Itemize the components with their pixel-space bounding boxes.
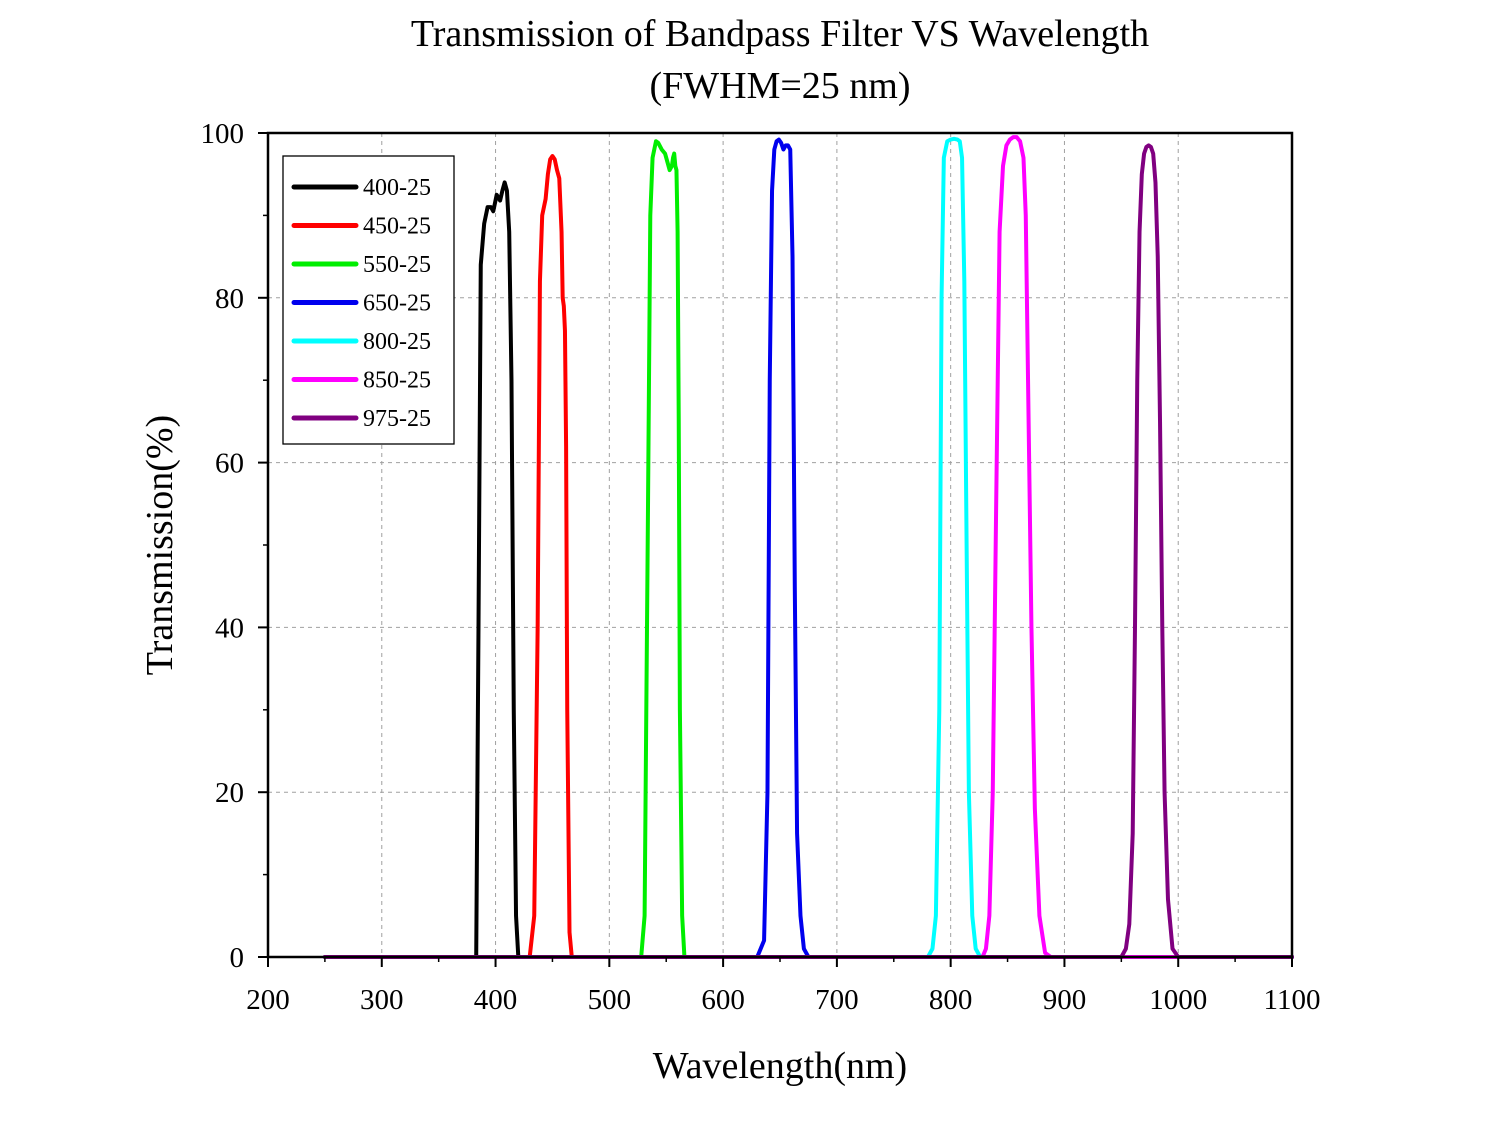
x-tick-label: 500	[588, 984, 632, 1016]
chart-title: Transmission of Bandpass Filter VS Wavel…	[411, 13, 1149, 55]
x-tick-label: 600	[701, 984, 745, 1016]
axis-ticks: 200 300 400 500 600 700 800 900 1000 1100 0 20 40 60 8…	[201, 118, 1321, 1016]
series-line-400-25	[322, 180, 1294, 959]
y-tick-label: 20	[215, 777, 244, 809]
x-axis-label: Wavelength(nm)	[653, 1045, 907, 1087]
x-tick-label: 1100	[1264, 984, 1321, 1016]
x-tick-label: 200	[246, 984, 290, 1016]
x-tick-label: 1000	[1149, 984, 1207, 1016]
y-tick-label: 60	[215, 448, 244, 480]
legend: 400-25 450-25 550-25 650-25 800-25 850-25 975-…	[282, 155, 455, 445]
x-tick-label: 900	[1043, 984, 1087, 1016]
legend-label: 850-25	[363, 368, 431, 394]
series-line-650-25	[322, 137, 1294, 959]
series-line-800-25	[322, 136, 1294, 959]
series-layer	[322, 135, 1294, 959]
y-tick-label: 100	[201, 118, 245, 150]
legend-label: 650-25	[363, 291, 431, 317]
series-line-850-25	[322, 135, 1294, 959]
x-tick-label: 800	[929, 984, 973, 1016]
series-line-550-25	[322, 139, 1294, 959]
x-tick-label: 700	[815, 984, 859, 1016]
legend-label: 800-25	[363, 329, 431, 355]
grid-lines	[268, 133, 1292, 957]
legend-label: 400-25	[363, 175, 431, 201]
legend-label: 550-25	[363, 252, 431, 278]
y-axis-label: Transmission(%)	[139, 415, 181, 675]
x-tick-label: 400	[474, 984, 518, 1016]
legend-label: 975-25	[363, 406, 431, 432]
x-tick-label: 300	[360, 984, 404, 1016]
chart-subtitle: (FWHM=25 nm)	[649, 65, 910, 107]
y-tick-label: 80	[215, 283, 244, 315]
y-tick-label: 40	[215, 612, 244, 644]
y-tick-label: 0	[230, 942, 245, 974]
series-line-975-25	[322, 143, 1294, 959]
legend-label: 450-25	[363, 214, 431, 240]
series-line-450-25	[322, 154, 1294, 959]
